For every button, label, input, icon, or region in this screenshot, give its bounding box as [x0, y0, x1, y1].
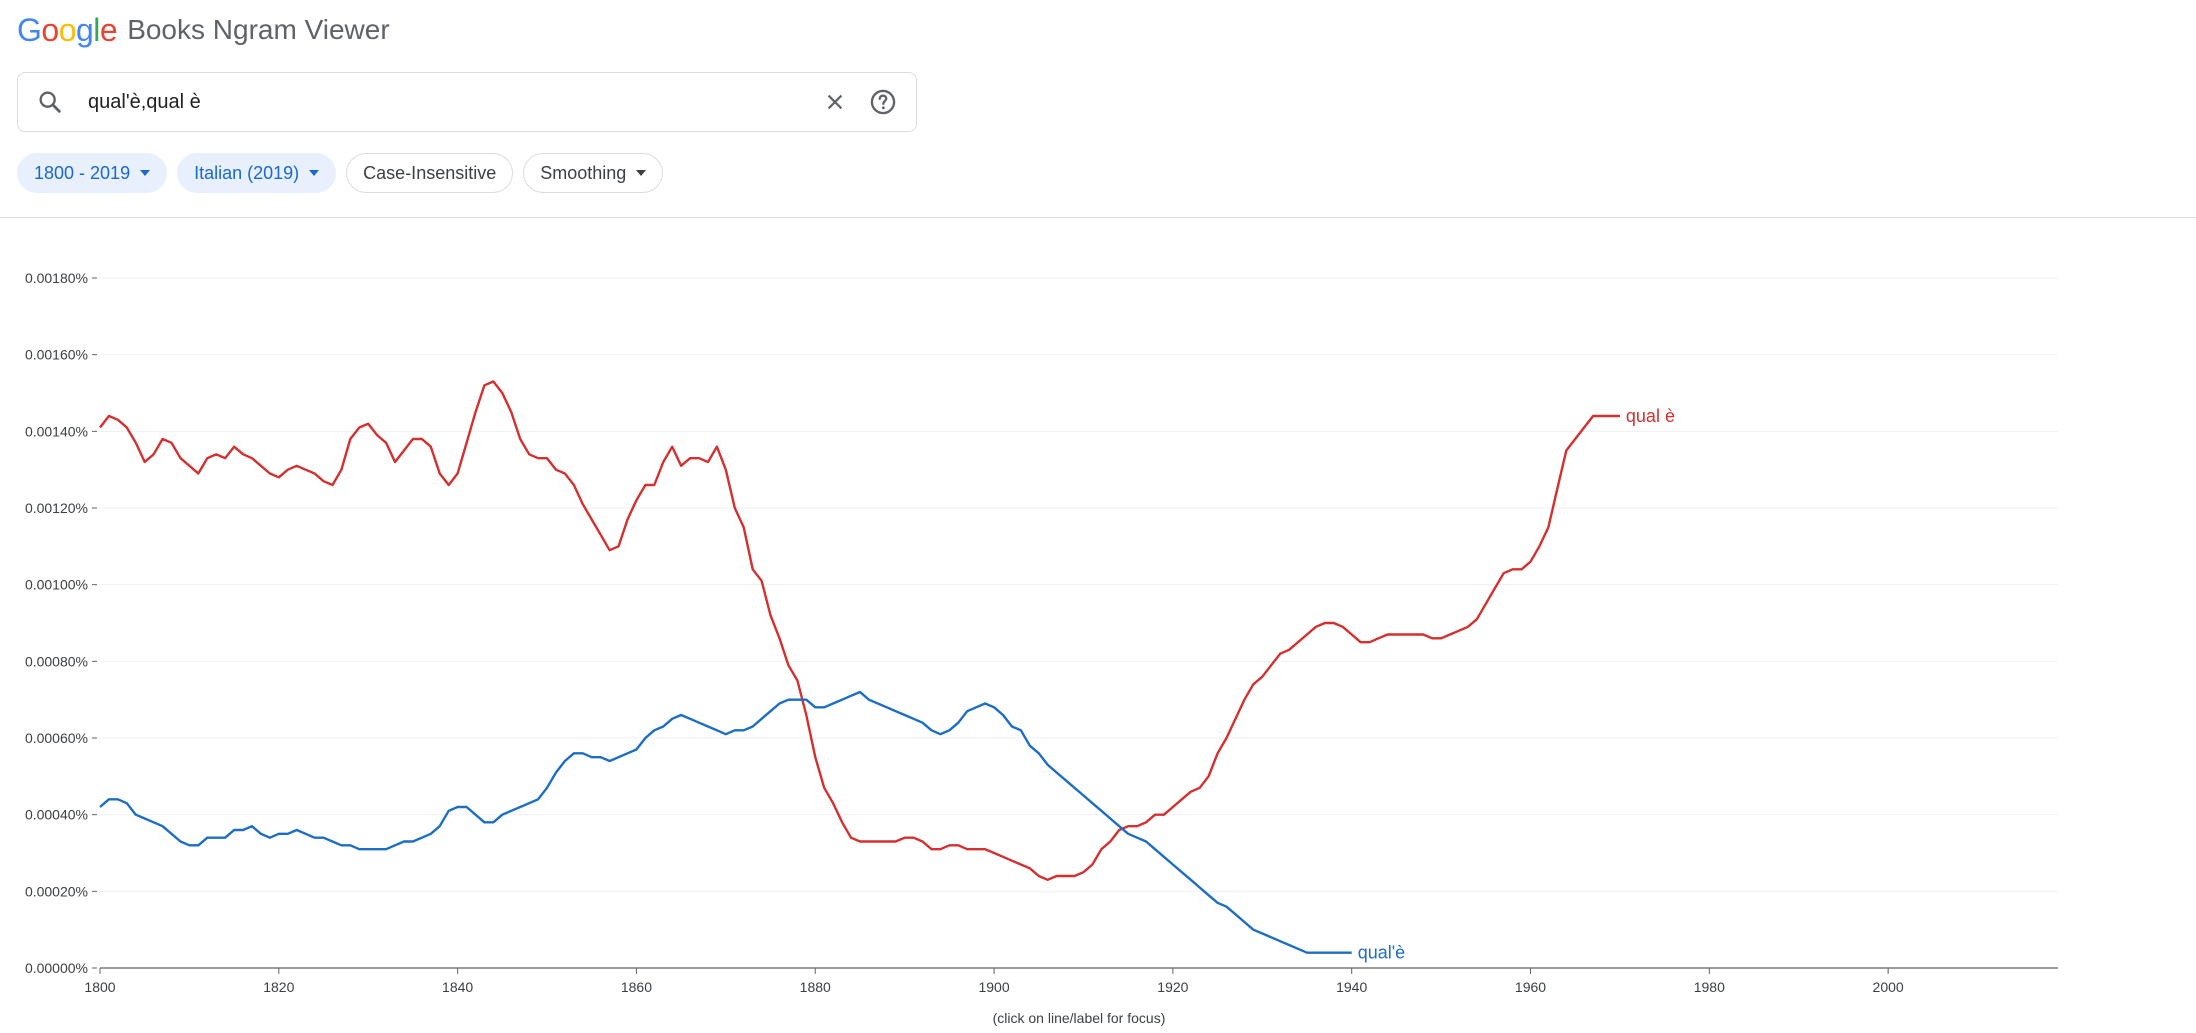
logo-letter: e [99, 11, 118, 48]
corpus-chip[interactable]: Italian (2019) [177, 153, 337, 193]
y-tick-label: 0.00180% [25, 270, 88, 286]
series-label[interactable]: qual'è [1358, 943, 1405, 963]
app-title: Books Ngram Viewer [127, 14, 390, 45]
help-icon[interactable] [868, 87, 898, 117]
search-input[interactable] [86, 81, 820, 123]
caret-down-icon [309, 170, 320, 176]
smoothing-chip[interactable]: Smoothing [523, 153, 664, 193]
x-tick-label: 1960 [1515, 979, 1546, 995]
google-logo[interactable]: Google [17, 11, 118, 49]
y-tick-label: 0.00040% [25, 807, 88, 823]
smoothing-label: Smoothing [540, 162, 627, 183]
x-tick-label: 1980 [1694, 979, 1725, 995]
caret-down-icon [636, 170, 647, 176]
x-tick-label: 1940 [1336, 979, 1367, 995]
header: Google Books Ngram Viewer [17, 10, 390, 50]
x-tick-label: 1880 [800, 979, 831, 995]
series-label[interactable]: qual è [1626, 406, 1675, 426]
x-tick-label: 1820 [263, 979, 294, 995]
y-tick-label: 0.00060% [25, 730, 88, 746]
y-tick-label: 0.00020% [25, 883, 88, 899]
year-range-label: 1800 - 2019 [34, 162, 131, 183]
logo-letter: g [75, 11, 94, 48]
filter-chips: 1800 - 2019 Italian (2019) Case-Insensit… [17, 153, 664, 193]
series-line[interactable] [99, 380, 1620, 881]
x-tick-label: 1800 [84, 979, 115, 995]
header-divider [0, 217, 2196, 218]
case-insensitive-label: Case-Insensitive [363, 162, 497, 183]
logo-letter: o [41, 11, 59, 48]
caret-down-icon [140, 170, 151, 176]
focus-hint: (click on line/label for focus) [992, 1010, 1166, 1026]
x-tick-label: 1840 [442, 979, 473, 995]
y-tick-label: 0.00120% [25, 500, 88, 516]
year-range-chip[interactable]: 1800 - 2019 [17, 153, 168, 193]
y-tick-label: 0.00140% [25, 423, 88, 439]
x-tick-label: 1860 [621, 979, 652, 995]
ngram-chart[interactable]: 0.00000% 0.00020% 0.00040% 0.00060% 0.00080%… [0, 218, 2196, 998]
x-tick-label: 1900 [978, 979, 1009, 995]
logo-letter: l [93, 11, 100, 48]
x-tick-label: 2000 [1873, 979, 1904, 995]
search-icon [39, 91, 61, 113]
series-line[interactable] [99, 690, 1352, 954]
x-tick-label: 1920 [1157, 979, 1188, 995]
corpus-label: Italian (2019) [194, 162, 300, 183]
y-tick-label: 0.00000% [25, 960, 88, 976]
y-tick-label: 0.00080% [25, 653, 88, 669]
y-tick-label: 0.00160% [25, 347, 88, 363]
case-insensitive-chip[interactable]: Case-Insensitive [346, 153, 514, 193]
y-tick-label: 0.00100% [25, 577, 88, 593]
logo-letter: o [58, 11, 77, 48]
logo-letter: G [17, 11, 42, 48]
search-box[interactable] [17, 72, 917, 132]
close-icon[interactable] [820, 87, 850, 117]
